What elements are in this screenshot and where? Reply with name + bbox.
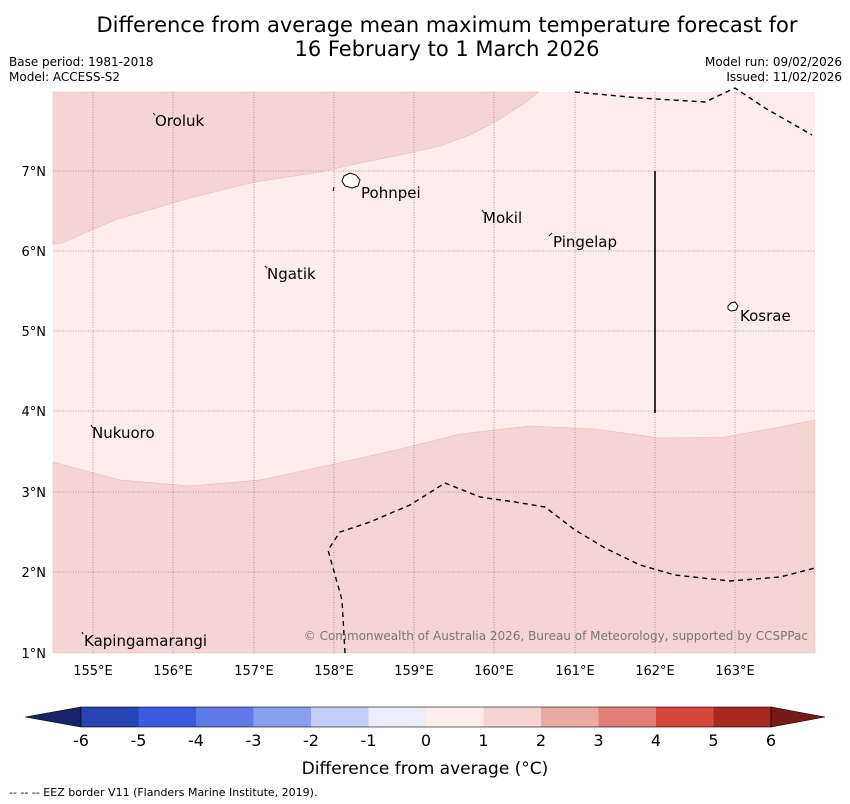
place-label-kapingamarangi: Kapingamarangi — [84, 632, 207, 650]
colorbar-tick-label: -4 — [188, 731, 204, 750]
colorbar-tick-label: 5 — [708, 731, 718, 750]
meta-left: Base period: 1981-2018 Model: ACCESS-S2 — [9, 55, 154, 85]
colorbar-tick-label: 4 — [651, 731, 661, 750]
title-line-2: 16 February to 1 March 2026 — [294, 37, 600, 61]
colorbar-segment — [253, 707, 311, 727]
lon-label: 160°E — [474, 664, 514, 679]
colorbar-tick-label: 6 — [766, 731, 776, 750]
colorbar-tick-label: -6 — [73, 731, 89, 750]
lat-label: 5°N — [22, 325, 47, 340]
colorbar-tick-label: 2 — [536, 731, 546, 750]
title-line-1: Difference from average mean maximum tem… — [96, 13, 798, 37]
place-label-pohnpei: Pohnpei — [361, 184, 421, 202]
colorbar-tick-label: 3 — [593, 731, 603, 750]
lat-label: 1°N — [22, 647, 47, 662]
lon-label: 155°E — [73, 664, 113, 679]
place-label-nukuoro: Nukuoro — [92, 424, 155, 442]
eez-border — [327, 87, 816, 654]
lat-label: 4°N — [22, 405, 47, 420]
colorbar-tick-label: 1 — [478, 731, 488, 750]
anomaly-region-north — [52, 91, 539, 245]
copyright-notice: © Commonwealth of Australia 2026, Bureau… — [304, 629, 808, 643]
colorbar-segment — [541, 707, 599, 727]
pohnpei-island — [341, 172, 361, 189]
place-labels: Oroluk Pohnpei Mokil Pingelap Ngatik Kos… — [84, 112, 791, 650]
colorbar-tick-label: -2 — [303, 731, 319, 750]
place-label-oroluk: Oroluk — [155, 112, 204, 130]
colorbar-segment — [483, 707, 541, 727]
map-title: Difference from average mean maximum tem… — [0, 13, 850, 61]
lat-label: 6°N — [22, 245, 47, 260]
colorbar-segment — [598, 707, 656, 727]
place-label-pingelap: Pingelap — [553, 233, 617, 251]
colorbar-tick-label: -5 — [131, 731, 147, 750]
colorbar-segment — [196, 707, 254, 727]
colorbar-segment — [81, 707, 139, 727]
meta-right: Model run: 09/02/2026 Issued: 11/02/2026 — [705, 55, 842, 85]
place-label-kosrae: Kosrae — [740, 307, 791, 325]
colorbar-tick-label: 0 — [421, 731, 431, 750]
issued-date: Issued: 11/02/2026 — [726, 70, 842, 84]
lat-label: 2°N — [22, 566, 47, 581]
colorbar: -6 -5 -4 -3 -2 -1 0 1 2 3 4 5 6 — [24, 706, 826, 750]
colorbar-segment — [368, 707, 426, 727]
grid — [53, 92, 815, 653]
colorbar-segment — [138, 707, 196, 727]
colorbar-segment — [656, 707, 714, 727]
place-label-mokil: Mokil — [483, 209, 522, 227]
footer-note: -- -- -- EEZ border V11 (Flanders Marine… — [9, 786, 318, 799]
colorbar-tick-label: -3 — [246, 731, 262, 750]
lon-label: 163°E — [715, 664, 755, 679]
colorbar-extension-low — [24, 706, 82, 728]
colorbar-tick-label: -1 — [361, 731, 377, 750]
lat-label: 3°N — [22, 486, 47, 501]
colorbar-segment — [713, 707, 771, 727]
lon-label: 159°E — [394, 664, 434, 679]
base-period: Base period: 1981-2018 — [9, 55, 154, 69]
place-label-ngatik: Ngatik — [267, 265, 316, 283]
colorbar-segment — [426, 707, 484, 727]
model-name: Model: ACCESS-S2 — [9, 70, 121, 84]
lat-axis-labels: 7°N 6°N 5°N 4°N 3°N 2°N 1°N — [22, 165, 47, 662]
lon-label: 158°E — [314, 664, 354, 679]
lat-label: 7°N — [22, 165, 47, 180]
colorbar-extension-high — [770, 706, 826, 728]
colorbar-segment — [311, 707, 369, 727]
kosrae-island — [727, 301, 739, 312]
lon-label: 162°E — [635, 664, 675, 679]
lon-label: 161°E — [555, 664, 595, 679]
lon-axis-labels: 155°E 156°E 157°E 158°E 159°E 160°E 161°… — [73, 664, 755, 679]
anomaly-region-south — [52, 419, 816, 654]
model-run: Model run: 09/02/2026 — [704, 55, 842, 69]
lon-label: 156°E — [153, 664, 193, 679]
colorbar-label: Difference from average (°C) — [302, 759, 549, 779]
colorbar-outline — [80, 706, 772, 728]
lon-label: 157°E — [234, 664, 274, 679]
island-markers — [81, 112, 739, 635]
